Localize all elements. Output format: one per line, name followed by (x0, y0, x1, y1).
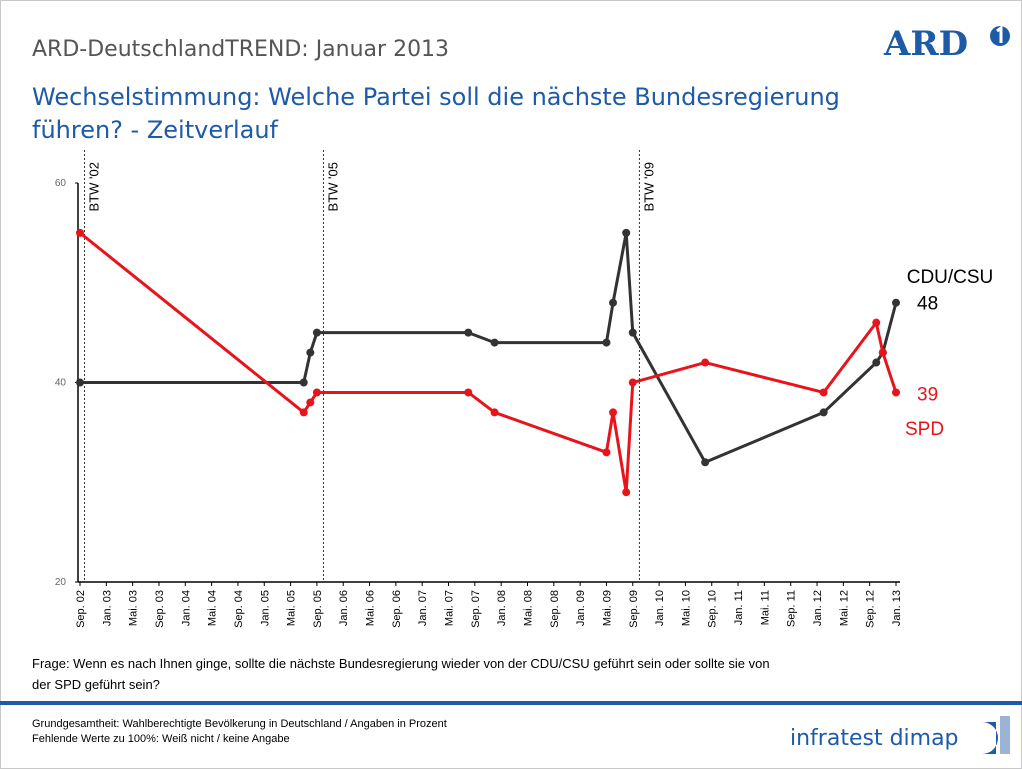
y-tick-label: 40 (55, 378, 67, 389)
x-tick-label: Mai. 11 (759, 590, 771, 625)
x-tick-label: Jan. 11 (733, 590, 745, 625)
data-point (464, 388, 473, 397)
x-tick-label: Mai. 07 (444, 590, 456, 626)
x-tick-label: Sep. 03 (154, 590, 166, 628)
x-tick-label: Mai. 06 (365, 590, 377, 626)
data-point (701, 458, 710, 467)
x-tick-label: Mai. 04 (207, 590, 219, 626)
data-point (76, 228, 84, 237)
data-point (306, 348, 315, 357)
x-tick-label: Jan. 10 (654, 590, 666, 626)
x-tick-label: Jan. 09 (575, 590, 587, 626)
x-tick-label: Sep. 08 (549, 590, 561, 628)
data-point (819, 388, 828, 397)
data-point (490, 338, 499, 347)
y-tick-label: 20 (55, 577, 67, 588)
x-tick-label: Jan. 04 (180, 590, 192, 626)
x-tick-label: Jan. 12 (812, 590, 824, 626)
x-tick-label: Sep. 04 (233, 590, 245, 628)
title-line: führen? - Zeitverlauf (32, 116, 279, 144)
question: der SPD geführt sein? (32, 677, 160, 692)
x-tick-label: Sep. 06 (391, 590, 403, 628)
data-point (872, 318, 881, 327)
kicker: ARD-DeutschlandTREND: Januar 2013 (32, 37, 449, 62)
value-label: 39 (917, 384, 938, 405)
brand: infratest dimap (790, 726, 959, 751)
divider (0, 701, 1022, 705)
note: Grundgesamtheit: Wahlberechtigte Bevölke… (32, 718, 447, 730)
data-point (819, 408, 828, 417)
data-point (892, 298, 900, 307)
data-point (701, 358, 710, 367)
data-point (602, 448, 611, 457)
x-tick-label: Jan. 06 (338, 590, 350, 626)
x-tick-label: Sep. 09 (628, 590, 640, 628)
election-label: BTW '02 (87, 162, 102, 211)
question: Frage: Wenn es nach Ihnen ginge, sollte … (32, 656, 770, 671)
data-point (490, 408, 499, 417)
x-tick-label: Jan. 05 (259, 590, 271, 626)
series-name: CDU/CSU (907, 267, 994, 288)
x-tick-label: Sep. 11 (786, 590, 798, 627)
data-point (609, 408, 618, 417)
x-tick-label: Jan. 07 (417, 590, 429, 626)
logo: ARD (883, 24, 968, 64)
value-label: 48 (917, 294, 938, 315)
data-point (892, 388, 900, 397)
y-tick-label: 60 (55, 178, 67, 189)
x-tick-label: Sep. 02 (75, 590, 87, 628)
x-tick-label: Jan. 13 (891, 590, 903, 626)
election-label: BTW '09 (641, 162, 656, 211)
election-label: BTW '05 (325, 162, 340, 211)
logo-one (996, 25, 1003, 43)
x-tick-label: Sep. 10 (707, 590, 719, 628)
data-point (306, 398, 315, 407)
x-tick-label: Jan. 08 (496, 590, 508, 626)
data-point (602, 338, 611, 347)
x-tick-label: Mai. 09 (601, 590, 613, 626)
data-point (609, 298, 618, 307)
x-tick-label: Jan. 03 (101, 590, 113, 626)
x-tick-label: Mai. 10 (680, 590, 692, 626)
data-point (312, 328, 321, 337)
data-point (299, 378, 308, 387)
data-point (464, 328, 473, 337)
brand-mark (1000, 716, 1010, 754)
x-tick-label: Sep. 05 (312, 590, 324, 628)
x-tick-label: Mai. 05 (286, 590, 298, 626)
x-tick-label: Mai. 03 (128, 590, 140, 626)
x-tick-label: Sep. 12 (865, 590, 877, 628)
x-tick-label: Mai. 12 (838, 590, 850, 626)
note: Fehlende Werte zu 100%: Weiß nicht / kei… (32, 733, 290, 745)
data-point (628, 328, 637, 337)
title-line: Wechselstimmung: Welche Partei soll die … (32, 83, 840, 111)
data-point (622, 228, 631, 237)
data-point (878, 348, 887, 357)
data-point (622, 488, 631, 497)
x-tick-label: Mai. 08 (522, 590, 534, 626)
data-point (312, 388, 321, 397)
series-name: SPD (905, 419, 944, 440)
data-point (872, 358, 881, 367)
x-tick-label: Sep. 07 (470, 590, 482, 628)
data-point (628, 378, 637, 387)
data-point (299, 408, 308, 417)
data-point (76, 378, 84, 387)
